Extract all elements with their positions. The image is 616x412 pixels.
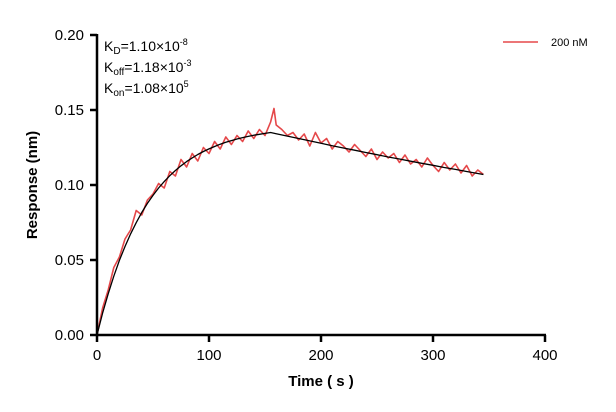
series-layer bbox=[96, 107, 484, 336]
y-axis-label: Response (nm) bbox=[24, 131, 41, 239]
ticks-layer: 0 100 200 300 400 0.00 0.05 0.10 0.15 0.20 bbox=[55, 27, 558, 364]
x-axis-label: Time ( s ) bbox=[288, 373, 354, 390]
y-tick-label: 0.05 bbox=[55, 252, 84, 269]
annotation-kon: Kon=1.08×105 bbox=[104, 79, 189, 99]
kinetic-annotations: KD=1.10×10-8 Koff=1.18×10-3 Kon=1.08×105 bbox=[104, 37, 191, 99]
annotation-koff: Koff=1.18×10-3 bbox=[104, 58, 191, 78]
series-200nm-raw-line bbox=[96, 107, 484, 336]
x-tick-label: 0 bbox=[93, 347, 101, 364]
legend-label-200nm: 200 nM bbox=[551, 37, 588, 49]
x-tick-label: 300 bbox=[420, 347, 445, 364]
y-tick-label: 0.20 bbox=[55, 27, 84, 44]
y-tick-label: 0.15 bbox=[55, 102, 84, 119]
annotation-kd: KD=1.10×10-8 bbox=[104, 37, 188, 57]
x-tick-label: 400 bbox=[532, 347, 557, 364]
y-tick-label: 0.00 bbox=[55, 327, 84, 344]
legend: 200 nM bbox=[503, 37, 588, 49]
fit-curve-line bbox=[96, 131, 484, 336]
x-tick-label: 100 bbox=[196, 347, 221, 364]
x-tick-label: 200 bbox=[308, 347, 333, 364]
y-tick-label: 0.10 bbox=[55, 177, 84, 194]
